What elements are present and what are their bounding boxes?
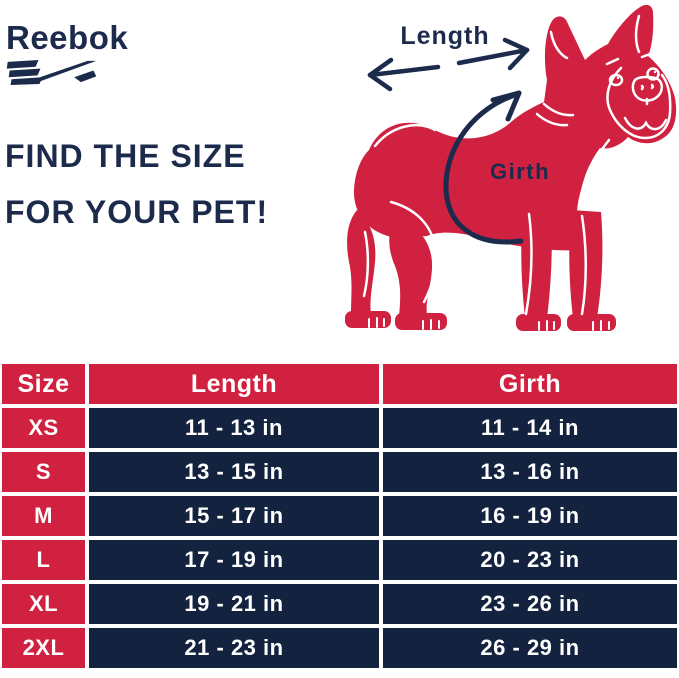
headline-line1: FIND THE SIZE: [5, 138, 246, 174]
girth-cell-l: 20 - 23 in: [383, 540, 677, 580]
girth-label: Girth: [490, 159, 550, 184]
length-cell-xs: 11 - 13 in: [89, 408, 379, 448]
reebok-logo: Reebok: [6, 20, 128, 85]
size-cell-m: M: [2, 496, 85, 536]
dog-toe-lines: [368, 317, 610, 331]
girth-arc: [443, 90, 524, 245]
length-cell-m: 15 - 17 in: [89, 496, 379, 536]
size-cell-xs: XS: [2, 408, 85, 448]
length-cell-xl: 19 - 21 in: [89, 584, 379, 624]
girth-cell-2xl: 26 - 29 in: [383, 628, 677, 668]
size-cell-2xl: 2XL: [2, 628, 85, 668]
reebok-wordmark: Reebok: [6, 19, 129, 56]
table-header-length: Length: [89, 364, 379, 404]
size-table: Size Length Girth XS 11 - 13 in 11 - 14 …: [2, 364, 677, 668]
headline-line2: FOR YOUR PET!: [5, 194, 269, 230]
girth-cell-s: 13 - 16 in: [383, 452, 677, 492]
size-cell-l: L: [2, 540, 85, 580]
girth-cell-xs: 11 - 14 in: [383, 408, 677, 448]
table-header-size: Size: [2, 364, 85, 404]
size-cell-s: S: [2, 452, 85, 492]
reebok-vector-icon: [6, 59, 97, 85]
length-cell-l: 17 - 19 in: [89, 540, 379, 580]
length-label: Length: [400, 22, 489, 50]
table-header-girth: Girth: [383, 364, 677, 404]
length-arrows-icon: [367, 37, 530, 92]
dog-illustration: Length Girth: [345, 4, 677, 331]
size-cell-xl: XL: [2, 584, 85, 624]
dog-measurement-diagram: Length Girth: [339, 0, 679, 350]
dog-detail-lines: [362, 14, 672, 316]
headline: FIND THE SIZE FOR YOUR PET!: [5, 128, 268, 240]
length-cell-2xl: 21 - 23 in: [89, 628, 379, 668]
girth-cell-xl: 23 - 26 in: [383, 584, 677, 624]
length-cell-s: 13 - 15 in: [89, 452, 379, 492]
girth-cell-m: 16 - 19 in: [383, 496, 677, 536]
